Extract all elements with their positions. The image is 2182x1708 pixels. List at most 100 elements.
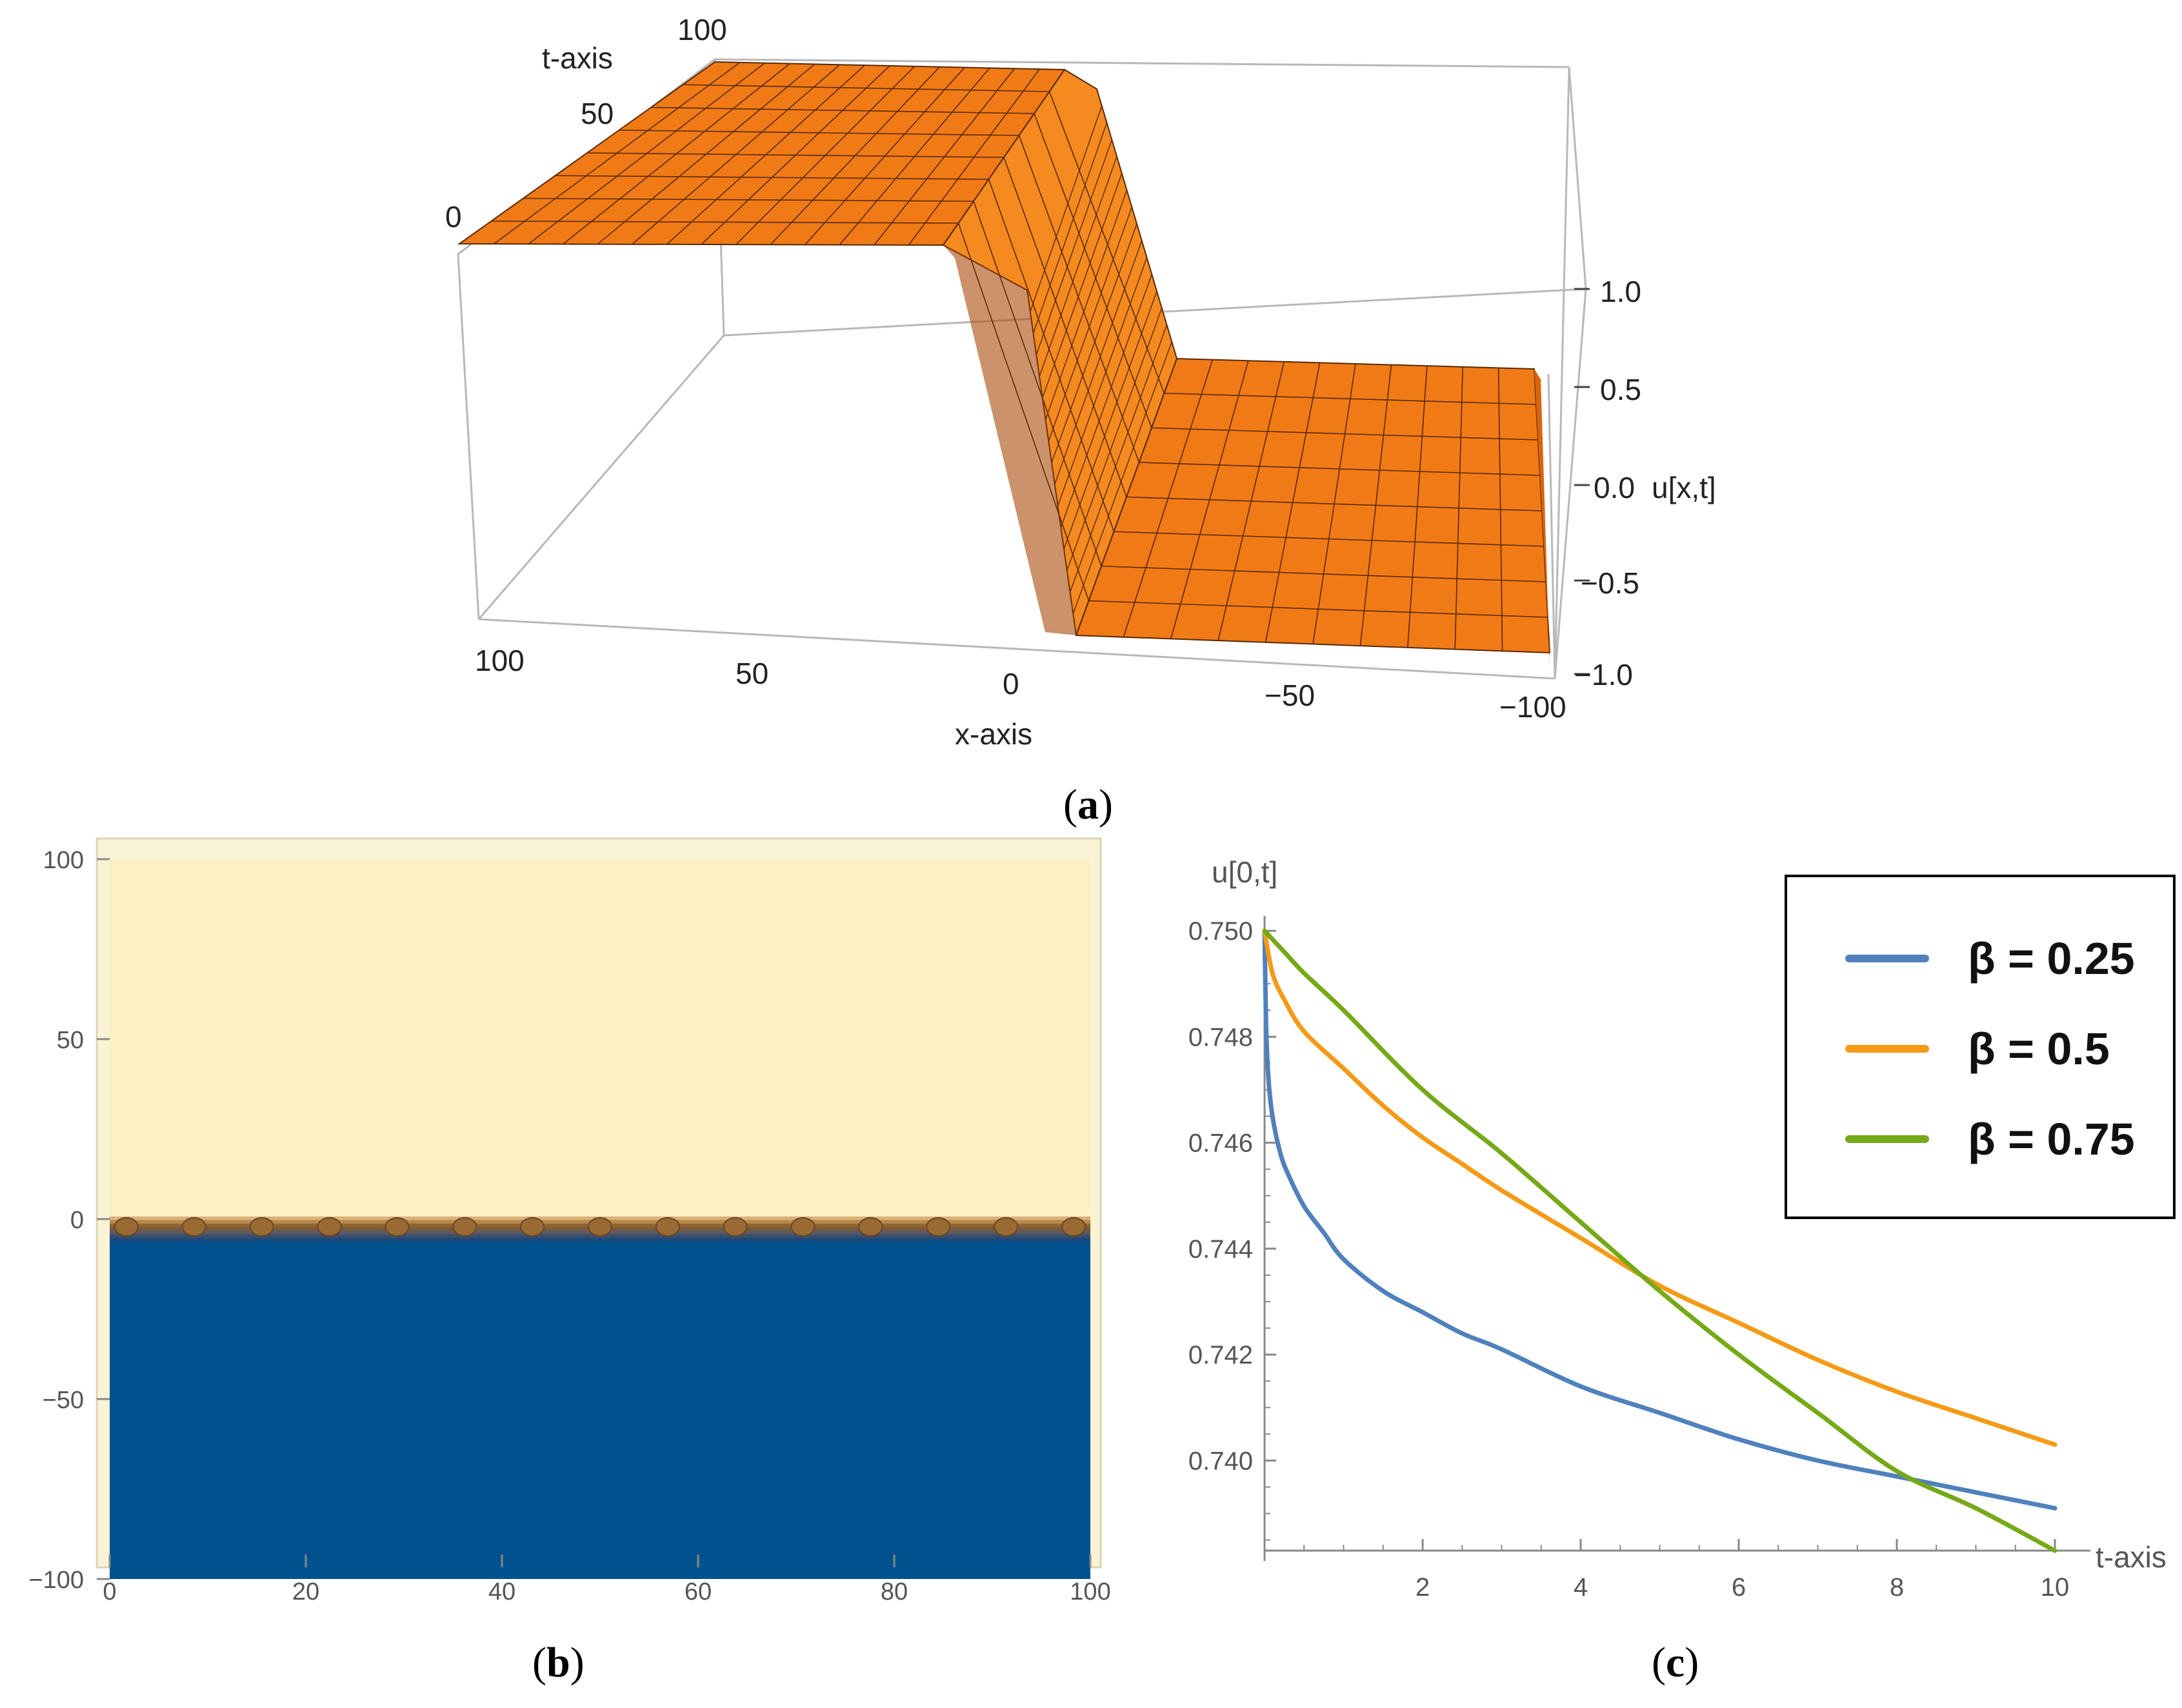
- mesh-line: [1018, 135, 1140, 463]
- z-tick-label: 0.0: [1594, 471, 1635, 504]
- mesh-line: [586, 152, 1005, 158]
- series-line-0: [1262, 928, 2057, 1511]
- contour-bead: [858, 1217, 883, 1236]
- contour-bead: [926, 1217, 951, 1236]
- x-tick-label: 0: [103, 1578, 116, 1605]
- mesh-line: [1265, 362, 1321, 642]
- mesh-line: [1051, 223, 1137, 463]
- mesh-line: [1072, 341, 1172, 614]
- contour-bead: [317, 1217, 342, 1236]
- mesh-line: [1048, 91, 1165, 393]
- y-tick-label: 0.750: [1188, 917, 1253, 946]
- surface-edge: [1534, 369, 1550, 664]
- x-tick-label: −50: [1265, 679, 1315, 712]
- y-tick-label: −100: [28, 1567, 84, 1594]
- x-tick-label: 50: [736, 657, 768, 690]
- mesh-line: [1217, 361, 1285, 641]
- z-tick-label: 0.5: [1600, 373, 1641, 406]
- contour-bead: [994, 1217, 1019, 1236]
- x-tick-label: 2: [1416, 1573, 1430, 1602]
- mesh-line: [1030, 105, 1103, 312]
- x-tick-label: 8: [1890, 1573, 1904, 1602]
- y-tick-label: 0: [70, 1207, 84, 1234]
- mesh-line: [491, 220, 959, 224]
- line-chart: 0.750 0.748 0.746 0.744 0.742 0.740 2 4 6 8 10 u[…: [1188, 855, 2167, 1602]
- x-axis-label: x-axis: [955, 717, 1032, 751]
- mesh-line: [1036, 139, 1112, 355]
- x-tick-label: 4: [1574, 1573, 1588, 1602]
- z-tick-label: −1.0: [1574, 658, 1633, 691]
- x-tick-label: 6: [1732, 1573, 1746, 1602]
- region-top: [110, 859, 1090, 1218]
- mesh-line: [650, 106, 1035, 114]
- contour-bead: [114, 1217, 139, 1236]
- z-axis-label: u[x,t]: [1652, 471, 1716, 504]
- y-tick-label: 100: [43, 847, 84, 874]
- legend-item: β = 0.25: [1845, 933, 2135, 984]
- z-tick-label: 1.0: [1600, 275, 1641, 308]
- surface-shadow: [943, 245, 1076, 635]
- mesh-line: [1003, 157, 1127, 497]
- mesh-line: [683, 84, 1050, 92]
- y-axis-label: u[0,t]: [1212, 855, 1277, 889]
- y-tick-label: 0.742: [1188, 1341, 1253, 1369]
- legend-label: β = 0.25: [1968, 933, 2135, 984]
- mesh-line: [1066, 308, 1163, 571]
- contour-bead: [520, 1217, 545, 1236]
- x-tick-label: 60: [685, 1578, 712, 1605]
- legend: β = 0.25 β = 0.5 β = 0.75: [1785, 875, 2176, 1219]
- mesh-line: [1359, 364, 1392, 646]
- caption-a: (a): [1063, 781, 1113, 828]
- surface-plot: 1.0 0.5 0.0 u[x,t] −0.5 −1.0 100 50 0 −5…: [445, 13, 1716, 751]
- y-tick-label: 0.740: [1188, 1447, 1253, 1475]
- x-tick-label: 20: [292, 1578, 319, 1605]
- t-tick-label: 0: [445, 200, 462, 233]
- caption-b: (b): [532, 1639, 585, 1686]
- mesh-line: [1032, 123, 1108, 334]
- y-tick-label: −50: [43, 1387, 84, 1414]
- mesh-line: [1497, 368, 1503, 651]
- t-tick-label: 50: [581, 97, 614, 130]
- mesh-line: [1170, 360, 1249, 639]
- mesh-line: [1312, 363, 1356, 644]
- mesh-line: [619, 129, 1019, 136]
- mesh-line: [555, 175, 989, 180]
- contour-bead: [790, 1217, 816, 1236]
- mesh-line: [1039, 156, 1117, 377]
- legend-swatch-beta-05: [1845, 1045, 1929, 1053]
- series-line-1: [1262, 928, 2057, 1447]
- z-tick-label: −0.5: [1581, 566, 1639, 600]
- contour-bead: [723, 1217, 748, 1236]
- contour-bead: [249, 1217, 274, 1236]
- mesh-line: [1048, 206, 1132, 442]
- series-line-2: [1262, 928, 2057, 1553]
- legend-item: β = 0.5: [1845, 1023, 2110, 1075]
- mesh-line: [1054, 240, 1143, 485]
- mesh-line: [1454, 366, 1463, 650]
- mesh-line: [1123, 359, 1214, 637]
- region-bottom: [110, 1241, 1090, 1579]
- x-tick-label: 0: [1003, 667, 1019, 700]
- x-tick-label: 80: [881, 1578, 908, 1605]
- contour-bead: [588, 1217, 612, 1236]
- mesh-line: [523, 197, 974, 202]
- contour-bead: [1061, 1217, 1086, 1236]
- caption-c: (c): [1652, 1639, 1699, 1686]
- legend-label: β = 0.5: [1968, 1024, 2110, 1074]
- contour-bead: [181, 1217, 206, 1236]
- x-tick-label: 10: [2041, 1573, 2070, 1602]
- mesh-line: [1069, 324, 1168, 593]
- x-tick-label: 100: [1070, 1578, 1110, 1605]
- mesh-line: [1060, 274, 1152, 528]
- mesh-line: [1045, 190, 1128, 420]
- mesh-line: [1063, 291, 1157, 550]
- contour-bead: [655, 1217, 680, 1236]
- mesh-line: [1042, 173, 1123, 399]
- y-tick-label: 0.744: [1188, 1235, 1253, 1264]
- t-axis-label: t-axis: [542, 41, 613, 75]
- y-tick-label: 50: [57, 1027, 84, 1054]
- mesh-line: [1057, 257, 1148, 506]
- x-tick-label: −100: [1499, 690, 1566, 724]
- legend-swatch-beta-075: [1845, 1135, 1929, 1143]
- mesh-line: [1407, 366, 1428, 648]
